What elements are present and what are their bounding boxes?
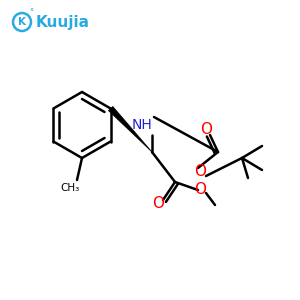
- Text: O: O: [200, 122, 212, 136]
- Text: O: O: [194, 164, 206, 179]
- Text: Kuujia: Kuujia: [36, 14, 90, 29]
- Polygon shape: [108, 106, 152, 152]
- Text: O: O: [194, 182, 206, 196]
- Text: NH: NH: [132, 118, 152, 132]
- Text: K: K: [18, 17, 26, 27]
- Text: °: °: [29, 8, 33, 17]
- Text: O: O: [152, 196, 164, 211]
- Text: CH₃: CH₃: [60, 183, 80, 193]
